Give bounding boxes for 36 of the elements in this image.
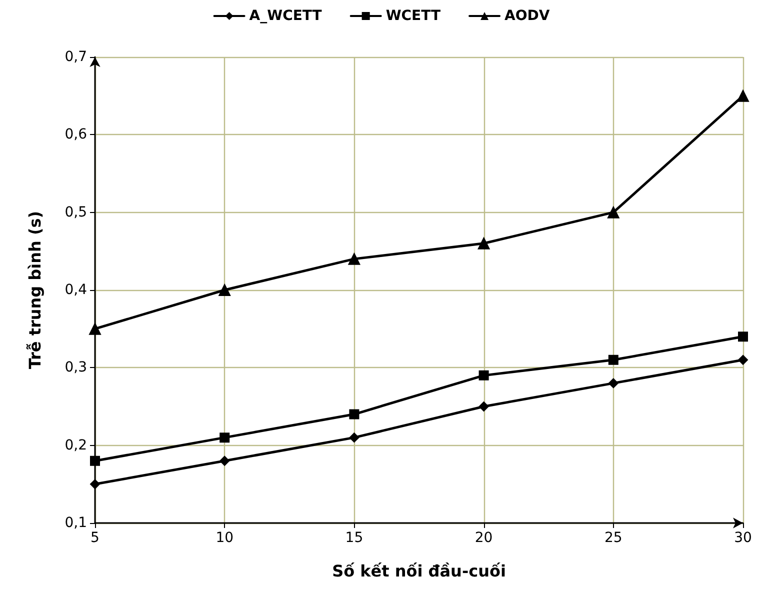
legend-label: AODV xyxy=(504,8,550,24)
y-tick-label: 0,6 xyxy=(64,126,88,143)
x-tick-label: 15 xyxy=(345,530,364,546)
y-tick-label: 0,1 xyxy=(64,515,87,531)
point xyxy=(349,432,360,443)
point xyxy=(348,252,360,265)
x-tick-label: 25 xyxy=(604,530,622,546)
x-tick-label: 10 xyxy=(216,530,234,546)
x-tick-label: 20 xyxy=(474,530,493,546)
y-tick-label: 0,2 xyxy=(64,437,87,454)
x-tick-label: 5 xyxy=(90,530,100,546)
x-axis-title: Số kết nối đầu-cuối xyxy=(332,562,506,580)
y-axis-title: Trễ trung bình (s) xyxy=(26,210,44,370)
x-tick-label: 30 xyxy=(734,530,752,546)
point xyxy=(220,456,230,466)
y-tick-label: 0,4 xyxy=(64,282,88,298)
point xyxy=(478,402,489,412)
point xyxy=(90,456,100,466)
y-tick-label: 0,7 xyxy=(64,49,87,65)
point xyxy=(737,90,749,102)
point xyxy=(608,378,618,388)
point xyxy=(607,206,620,218)
legend-label: WCETT xyxy=(386,8,441,24)
point xyxy=(220,432,230,443)
point xyxy=(90,479,100,490)
point xyxy=(478,237,490,250)
legend-label: A_WCETT xyxy=(249,8,322,24)
point xyxy=(218,284,231,296)
point xyxy=(89,322,101,335)
point xyxy=(478,370,489,380)
point xyxy=(608,354,618,365)
y-tick-label: 0,3 xyxy=(64,360,87,376)
point xyxy=(738,332,748,342)
y-tick-label: 0,5 xyxy=(64,204,87,220)
point xyxy=(738,354,748,365)
point xyxy=(349,409,360,420)
